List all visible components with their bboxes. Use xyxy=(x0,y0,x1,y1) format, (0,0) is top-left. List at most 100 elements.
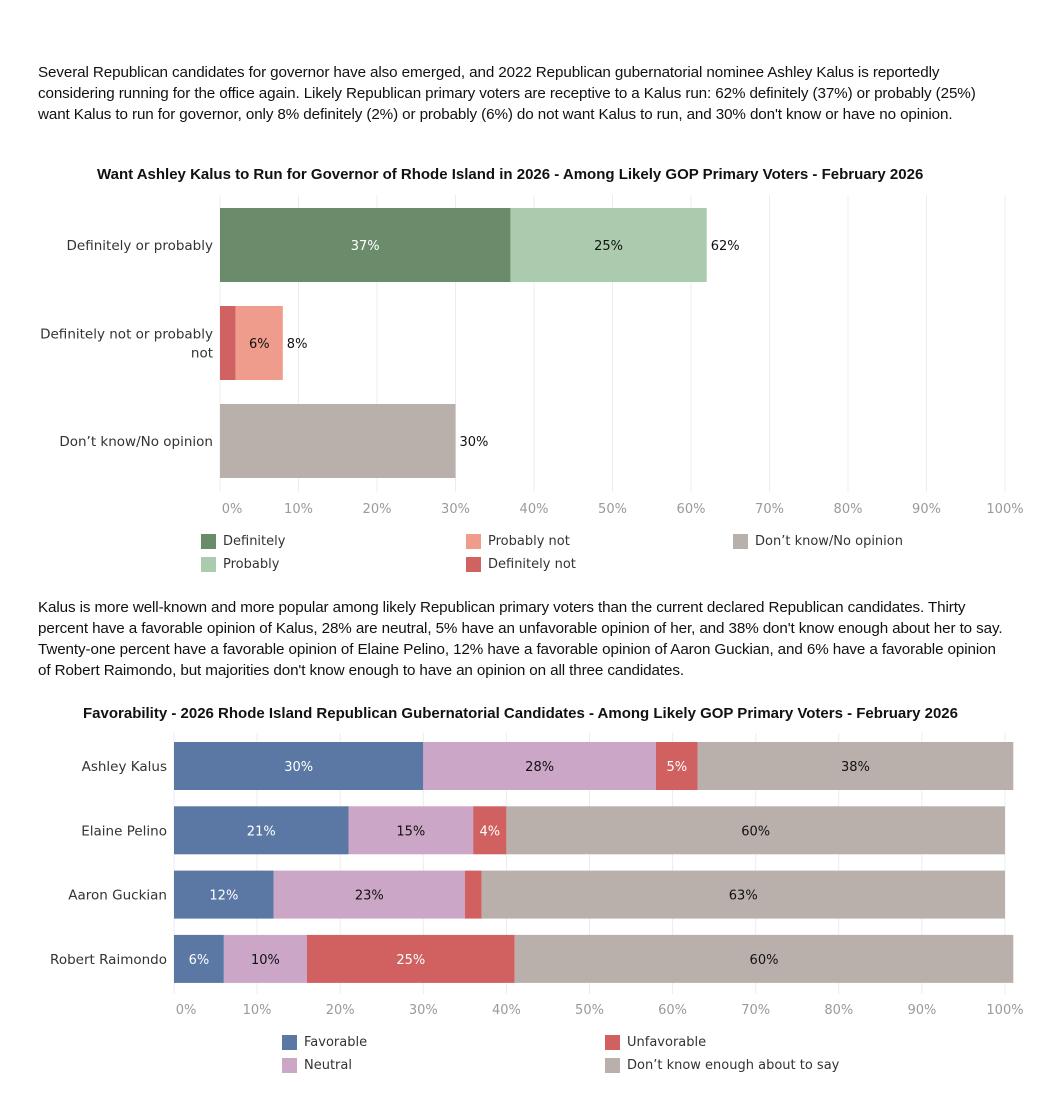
category-label: Robert Raimondo xyxy=(50,952,167,968)
legend-swatch xyxy=(466,557,481,572)
bar-unfavorable xyxy=(655,742,698,790)
x-tick-label: 20% xyxy=(326,1003,355,1018)
bar-unfavorable xyxy=(306,934,515,983)
bar-probably-not xyxy=(235,306,283,380)
intro-paragraph: Several Republican candidates for govern… xyxy=(38,64,976,123)
x-tick-label: 40% xyxy=(520,502,549,517)
data-label: 21% xyxy=(247,824,276,839)
legend-swatch xyxy=(201,557,216,572)
legend-swatch xyxy=(733,534,748,549)
category-label: Aaron Guckian xyxy=(68,888,167,904)
x-tick-label: 90% xyxy=(907,1003,936,1018)
x-tick-label: 10% xyxy=(243,1003,272,1018)
x-tick-label: 30% xyxy=(441,502,470,517)
bar-don-t-know-enough-about-to-say xyxy=(481,870,1006,919)
bar-neutral xyxy=(223,934,307,983)
bar-definitely xyxy=(220,208,511,282)
bar-don-t-know-enough-about-to-say xyxy=(506,806,1005,855)
legend-item-don-t-know-no-opinion: Don’t know/No opinion xyxy=(733,534,903,549)
legend-label: Neutral xyxy=(304,1058,352,1073)
legend-item-definitely: Definitely xyxy=(201,534,285,549)
legend-label: Don’t know/No opinion xyxy=(755,534,903,549)
x-tick-label: 80% xyxy=(834,502,863,517)
legend-swatch xyxy=(605,1035,620,1050)
x-tick-label: 40% xyxy=(492,1003,521,1018)
category-label: Definitely not or probably xyxy=(40,327,213,343)
bar-don-t-know-no-opinion xyxy=(220,404,456,478)
data-label: 25% xyxy=(594,239,623,254)
favorability-paragraph: Kalus is more well-known and more popula… xyxy=(38,599,1003,679)
data-label: 37% xyxy=(351,239,380,254)
legend-label: Unfavorable xyxy=(627,1035,707,1050)
bar-favorable xyxy=(174,806,349,855)
category-label: Definitely or probably xyxy=(67,238,213,254)
legend-label: Don’t know enough about to say xyxy=(627,1058,840,1073)
bar-unfavorable xyxy=(464,870,482,919)
legend-swatch xyxy=(605,1058,620,1073)
legend-item-unfavorable: Unfavorable xyxy=(605,1035,706,1050)
bar-neutral xyxy=(348,806,474,855)
data-label: 4% xyxy=(479,824,500,839)
chart-title-run: Want Ashley Kalus to Run for Governor of… xyxy=(97,166,924,183)
legend-item-don-t-know-enough-about-to-say: Don’t know enough about to say xyxy=(605,1058,839,1073)
category-label: Elaine Pelino xyxy=(81,823,167,839)
x-tick-label: 80% xyxy=(824,1003,853,1018)
data-label: 5% xyxy=(666,760,687,775)
legend-item-favorable: Favorable xyxy=(282,1035,367,1050)
data-label: 60% xyxy=(750,953,779,968)
data-label: 30% xyxy=(284,760,313,775)
legend-swatch xyxy=(282,1035,297,1050)
data-label: 10% xyxy=(251,953,280,968)
bar-unfavorable xyxy=(473,806,507,855)
bar-definitely-not xyxy=(220,306,236,380)
legend-item-probably: Probably xyxy=(201,557,279,572)
x-tick-label: 0% xyxy=(222,502,243,517)
legend-label: Definitely not xyxy=(488,557,576,572)
bar-favorable xyxy=(174,934,224,983)
x-tick-label: 90% xyxy=(912,502,941,517)
legend-item-neutral: Neutral xyxy=(282,1058,352,1073)
x-tick-label: 100% xyxy=(986,502,1023,517)
legend-item-definitely-not: Definitely not xyxy=(466,557,576,572)
x-tick-label: 50% xyxy=(575,1003,604,1018)
data-label: 25% xyxy=(396,953,425,968)
total-label: 62% xyxy=(711,239,740,254)
category-label: not xyxy=(191,346,213,362)
legend-swatch xyxy=(282,1058,297,1073)
x-tick-label: 60% xyxy=(658,1003,687,1018)
x-tick-label: 50% xyxy=(598,502,627,517)
bar-favorable xyxy=(174,870,274,919)
legend-item-probably-not: Probably not xyxy=(466,534,570,549)
bar-favorable xyxy=(174,742,424,790)
bar-probably xyxy=(510,208,707,282)
legend-label: Probably xyxy=(223,557,280,572)
x-tick-label: 100% xyxy=(986,1003,1023,1018)
x-tick-label: 70% xyxy=(755,502,784,517)
chart-title-favorability: Favorability - 2026 Rhode Island Republi… xyxy=(83,705,958,722)
data-label: 15% xyxy=(396,824,425,839)
data-label: 63% xyxy=(729,889,758,904)
x-tick-label: 70% xyxy=(741,1003,770,1018)
x-tick-label: 30% xyxy=(409,1003,438,1018)
total-label: 8% xyxy=(287,337,308,352)
bar-don-t-know-enough-about-to-say xyxy=(514,934,1014,983)
bar-don-t-know-enough-about-to-say xyxy=(697,742,1014,790)
x-tick-label: 0% xyxy=(176,1003,197,1018)
total-label: 30% xyxy=(460,435,489,450)
bar-neutral xyxy=(273,870,465,919)
legend-label: Probably not xyxy=(488,534,570,549)
legend-label: Definitely xyxy=(223,534,286,549)
data-label: 60% xyxy=(741,824,770,839)
data-label: 12% xyxy=(209,889,238,904)
category-label: Don’t know/No opinion xyxy=(59,434,213,450)
data-label: 6% xyxy=(249,337,270,352)
legend-label: Favorable xyxy=(304,1035,368,1050)
data-label: 23% xyxy=(355,889,384,904)
data-label: 28% xyxy=(525,760,554,775)
run-for-governor-chart: 0% 10% 20% 30% 40% 50% 60% 70% 80% 90% 100% Definit… xyxy=(40,195,1024,517)
data-label: 6% xyxy=(189,953,210,968)
legend-swatch xyxy=(466,534,481,549)
x-tick-label: 10% xyxy=(284,502,313,517)
bar-neutral xyxy=(423,742,656,790)
